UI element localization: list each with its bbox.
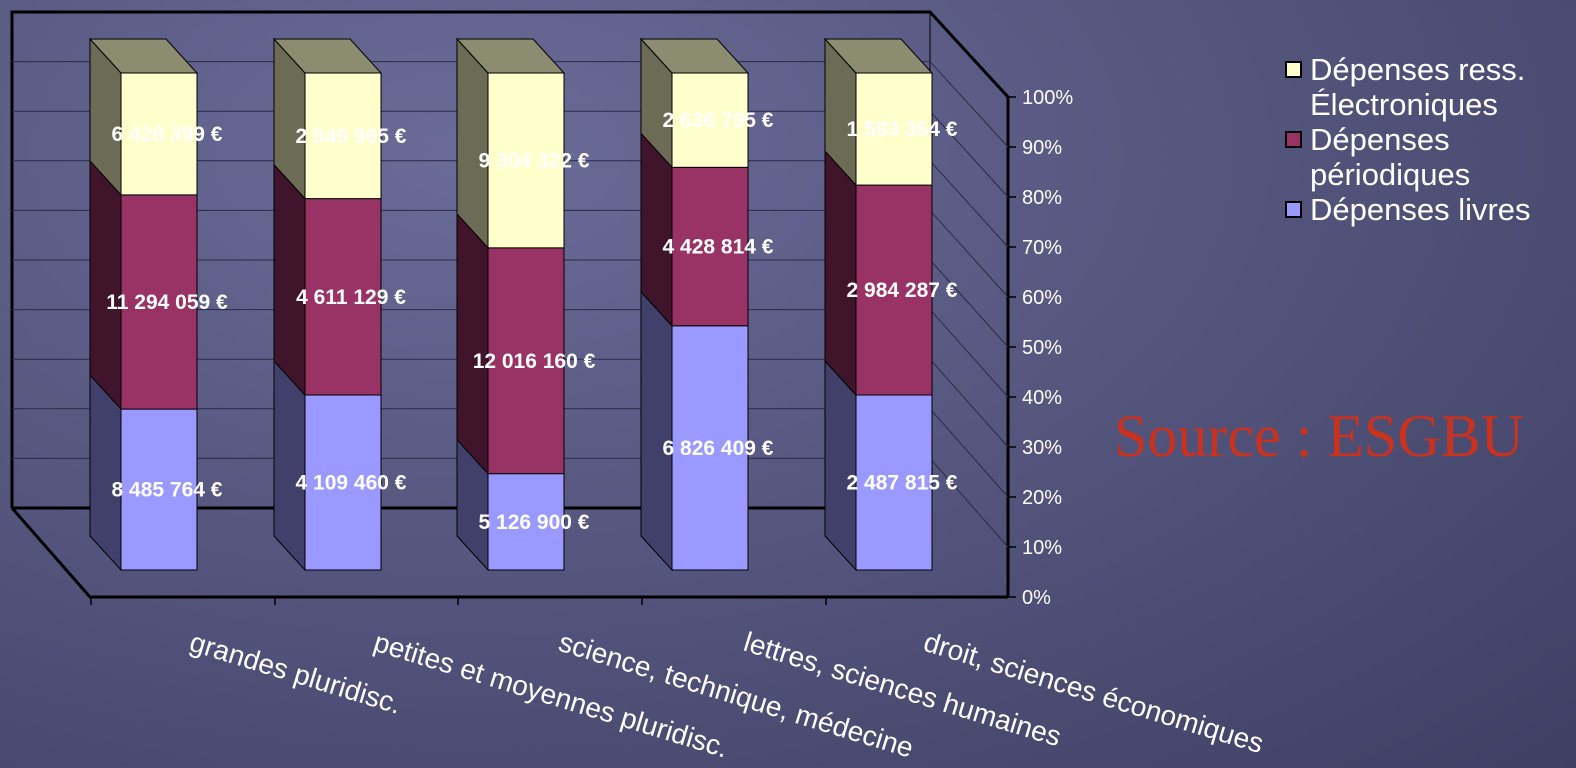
chart-floor-outline	[10, 507, 1008, 599]
gridline	[929, 458, 1009, 548]
x-tick-label: grandes pluridisc.	[186, 626, 405, 720]
bar-segment	[671, 325, 749, 571]
legend-swatch	[1285, 131, 1302, 148]
y-axis: 0% 10% 20% 30% 40% 50% 60% 70% 80% 90% 100%	[1008, 87, 1073, 609]
y-tick-label: 70%	[1022, 237, 1062, 259]
x-tick-label: droit, sciences économiques	[920, 626, 1267, 759]
x-tick-label: petites et moyennes pluridisc.	[370, 626, 732, 763]
bar-segment	[304, 72, 382, 200]
bar-side-face	[456, 37, 489, 250]
bar-side-face	[824, 149, 857, 397]
bar-side-face	[824, 359, 857, 572]
y-tick-label: 100%	[1022, 87, 1073, 109]
bar-top-face	[88, 38, 199, 74]
gridline	[929, 61, 1009, 148]
bar-segment	[671, 166, 749, 327]
bar-top-face	[272, 38, 383, 74]
bar-segment	[487, 72, 565, 249]
bar-side-face	[456, 212, 489, 475]
bar-side-face	[273, 163, 306, 397]
data-label: 4 611 129 €	[296, 286, 406, 309]
data-label: 2 487 815 €	[847, 472, 958, 495]
bar-segment	[855, 72, 933, 186]
y-tick-label: 80%	[1022, 187, 1062, 209]
y-tick-label: 30%	[1022, 437, 1062, 459]
y-tick-label: 40%	[1022, 387, 1062, 409]
bar-side-face	[273, 359, 306, 572]
bar-segment	[304, 198, 382, 396]
bar-segment	[487, 473, 565, 571]
bar-segment	[120, 194, 198, 410]
bar-segment	[671, 72, 749, 168]
y-tick-label: 60%	[1022, 287, 1062, 309]
gridline	[929, 408, 1009, 498]
x-axis: grandes pluridisc.petites et moyennes pl…	[90, 597, 1267, 764]
bar-top-face	[823, 38, 934, 74]
bar-segment	[855, 184, 933, 396]
bar-top-face	[455, 38, 566, 74]
bar-segment	[304, 394, 382, 571]
data-label: 6 428 399 €	[112, 123, 223, 146]
data-label: 2 984 287 €	[847, 279, 958, 302]
data-label: 12 016 160 €	[473, 350, 596, 373]
source-note: Source : ESGBU	[1114, 403, 1524, 469]
chart-bars	[88, 37, 934, 572]
y-tick-label: 20%	[1022, 487, 1062, 509]
bar-top-face	[639, 38, 750, 74]
data-label: 2 949 965 €	[296, 125, 407, 148]
gridline	[929, 309, 1009, 398]
legend-item-periodiques: Dépenses périodiques	[1283, 122, 1576, 192]
data-label: 8 485 764 €	[112, 479, 223, 502]
chart-legend: Dépenses ress. Électroniques Dépenses pé…	[1283, 52, 1576, 227]
bar-segment	[120, 72, 198, 196]
x-tick-label: science, technique, médecine	[555, 626, 917, 764]
legend-label: Dépenses périodiques	[1310, 122, 1471, 192]
bar-side-face	[89, 159, 122, 411]
chart-data-labels: 8 485 764 € 11 294 059 € 6 428 399 € 4 109 …	[106, 109, 958, 534]
data-label: 1 593 364 €	[847, 118, 958, 141]
bar-side-face	[640, 290, 673, 572]
y-tick-label: 10%	[1022, 537, 1062, 559]
data-label: 6 826 409 €	[663, 437, 774, 460]
legend-swatch	[1285, 201, 1302, 218]
legend-item-livres: Dépenses livres	[1283, 192, 1576, 227]
y-tick-label: 50%	[1022, 337, 1062, 359]
data-label: 5 126 900 €	[479, 511, 590, 534]
legend-item-electroniques: Dépenses ress. Électroniques	[1283, 52, 1576, 122]
gridline	[929, 358, 1009, 448]
gridline	[929, 259, 1009, 348]
y-tick-label: 90%	[1022, 137, 1062, 159]
bar-segment	[120, 408, 198, 571]
data-label: 11 294 059 €	[106, 291, 228, 314]
legend-swatch	[1285, 61, 1302, 78]
data-label: 4 428 814 €	[663, 236, 774, 259]
legend-label: Dépenses livres	[1310, 192, 1531, 227]
gridline	[929, 210, 1009, 298]
data-label: 4 109 460 €	[296, 471, 407, 494]
data-label: 9 304 322 €	[479, 149, 590, 172]
data-label: 2 636 795 €	[663, 109, 774, 132]
gridline	[929, 160, 1009, 248]
y-tick-label: 0%	[1022, 587, 1051, 609]
bar-segment	[487, 247, 565, 475]
gridline	[929, 110, 1009, 198]
legend-label: Dépenses ress. Électroniques	[1310, 52, 1526, 122]
